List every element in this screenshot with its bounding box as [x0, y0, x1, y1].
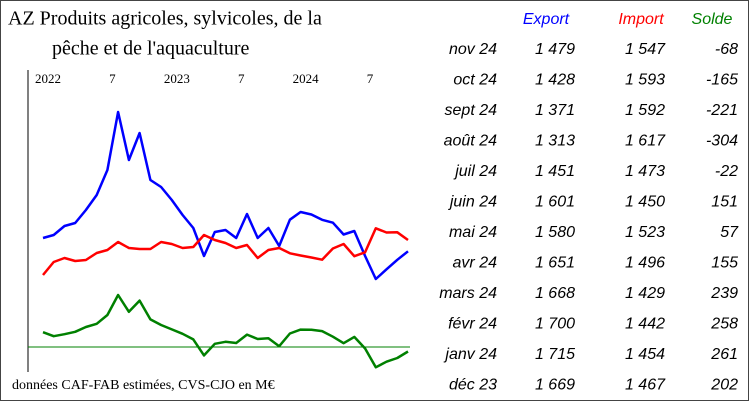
row-label: févr 24: [448, 316, 497, 333]
table-value: 1 450: [625, 194, 665, 211]
x-tick-label: 7: [367, 71, 374, 86]
table-value: 1 592: [625, 102, 665, 119]
chart-title: pêche et de l'aquaculture: [52, 38, 250, 60]
table-value: -221: [706, 102, 738, 119]
table-value: 258: [710, 316, 738, 333]
row-label: juil 24: [453, 163, 497, 180]
table-value: 1 617: [625, 133, 666, 150]
table-value: -165: [706, 72, 738, 89]
row-label: déc 23: [449, 377, 497, 394]
row-label: avr 24: [453, 255, 498, 272]
table-value: 1 580: [535, 224, 575, 241]
table-value: 57: [720, 224, 739, 241]
table-value: 155: [711, 255, 738, 272]
table-value: 1 668: [535, 285, 575, 302]
table-value: 1 700: [535, 316, 575, 333]
legend-entry: Solde: [692, 11, 733, 28]
table-value: 1 371: [535, 102, 575, 119]
row-label: juin 24: [448, 194, 497, 211]
table-value: 239: [710, 285, 738, 302]
row-label: mai 24: [449, 224, 497, 241]
x-tick-label: 2024: [293, 71, 320, 86]
table-value: 1 467: [625, 377, 666, 394]
row-label: mars 24: [439, 285, 497, 302]
table-value: 1 651: [535, 255, 575, 272]
series-line: [42, 110, 409, 281]
table-value: -304: [706, 133, 738, 150]
row-label: janv 24: [443, 346, 497, 363]
x-tick-label: 7: [238, 71, 245, 86]
table-value: 1 601: [535, 194, 575, 211]
table-value: 1 593: [625, 72, 665, 89]
row-label: sept 24: [445, 102, 498, 119]
legend-entry: Import: [618, 11, 664, 28]
table-value: 1 547: [625, 41, 666, 58]
series-line: [42, 293, 409, 369]
footnote: données CAF-FAB estimées, CVS-CJO en M€: [12, 378, 275, 393]
x-tick-label: 2023: [164, 71, 190, 86]
table-value: 1 669: [535, 377, 575, 394]
row-label: oct 24: [453, 72, 497, 89]
table-value: 1 442: [625, 316, 665, 333]
table-value: 1 454: [625, 346, 665, 363]
series-line: [42, 227, 409, 276]
x-tick-label: 7: [109, 71, 116, 86]
table-value: 1 313: [535, 133, 575, 150]
table-value: 1 451: [535, 163, 575, 180]
x-tick-label: 2022: [35, 71, 61, 86]
legend-entry: Export: [523, 11, 570, 28]
table-value: 202: [710, 377, 738, 394]
table-value: 261: [710, 346, 738, 363]
table-value: 1 428: [535, 72, 575, 89]
table-value: -68: [715, 41, 738, 58]
table-value: 1 429: [625, 285, 665, 302]
table-value: 1 473: [625, 163, 665, 180]
table-value: 1 523: [625, 224, 665, 241]
row-label: nov 24: [449, 41, 497, 58]
table-value: 1 715: [535, 346, 575, 363]
table-value: 1 479: [535, 41, 575, 58]
row-label: août 24: [444, 133, 497, 150]
table-value: -22: [715, 163, 738, 180]
table-value: 151: [711, 194, 738, 211]
chart-title: AZ Produits agricoles, sylvicoles, de la: [8, 8, 322, 30]
table-value: 1 496: [625, 255, 665, 272]
